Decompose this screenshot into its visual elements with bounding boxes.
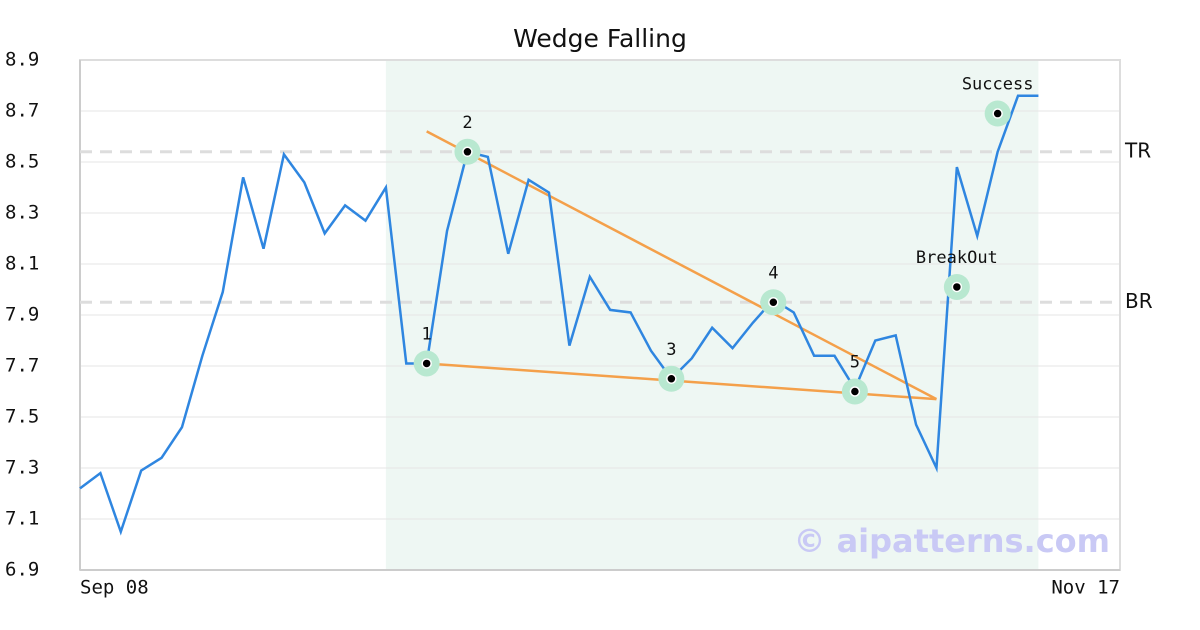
watermark: © aipatterns.com bbox=[793, 522, 1110, 560]
point-label: 5 bbox=[850, 353, 860, 373]
pattern-point bbox=[992, 108, 1003, 119]
pattern-point bbox=[849, 386, 861, 397]
level-label: BR bbox=[1125, 289, 1153, 313]
y-tick-label: 8.5 bbox=[5, 151, 39, 173]
x-tick-label: Sep 08 bbox=[80, 577, 149, 599]
y-tick-label: 7.3 bbox=[5, 457, 39, 479]
pattern-point bbox=[462, 146, 473, 158]
y-tick-label: 7.5 bbox=[5, 406, 39, 428]
pattern-point bbox=[666, 373, 677, 384]
point-label: 1 bbox=[422, 324, 432, 344]
trend-line bbox=[426, 130, 938, 401]
point-label: 2 bbox=[462, 113, 472, 133]
point-label: 3 bbox=[666, 340, 676, 360]
price-line bbox=[79, 94, 1039, 536]
y-tick-label: 8.9 bbox=[5, 49, 39, 71]
level-label: TR bbox=[1124, 138, 1151, 162]
y-tick-label: 8.1 bbox=[5, 253, 39, 275]
y-tick-label: 7.7 bbox=[5, 355, 39, 377]
point-label: BreakOut bbox=[916, 248, 998, 268]
pattern-point bbox=[951, 281, 963, 293]
y-tick-label: 8.3 bbox=[5, 202, 39, 224]
point-label: Success bbox=[962, 75, 1034, 95]
y-tick-label: 7.1 bbox=[5, 508, 39, 530]
y-tick-label: 7.9 bbox=[5, 304, 39, 326]
x-tick-label: Nov 17 bbox=[1051, 577, 1120, 599]
y-tick-label: 6.9 bbox=[5, 559, 39, 581]
point-label: 4 bbox=[768, 263, 778, 283]
chart-title: Wedge Falling bbox=[513, 24, 687, 53]
pattern-point bbox=[421, 358, 432, 369]
pattern-point bbox=[768, 297, 779, 308]
y-tick-label: 8.7 bbox=[5, 100, 39, 122]
